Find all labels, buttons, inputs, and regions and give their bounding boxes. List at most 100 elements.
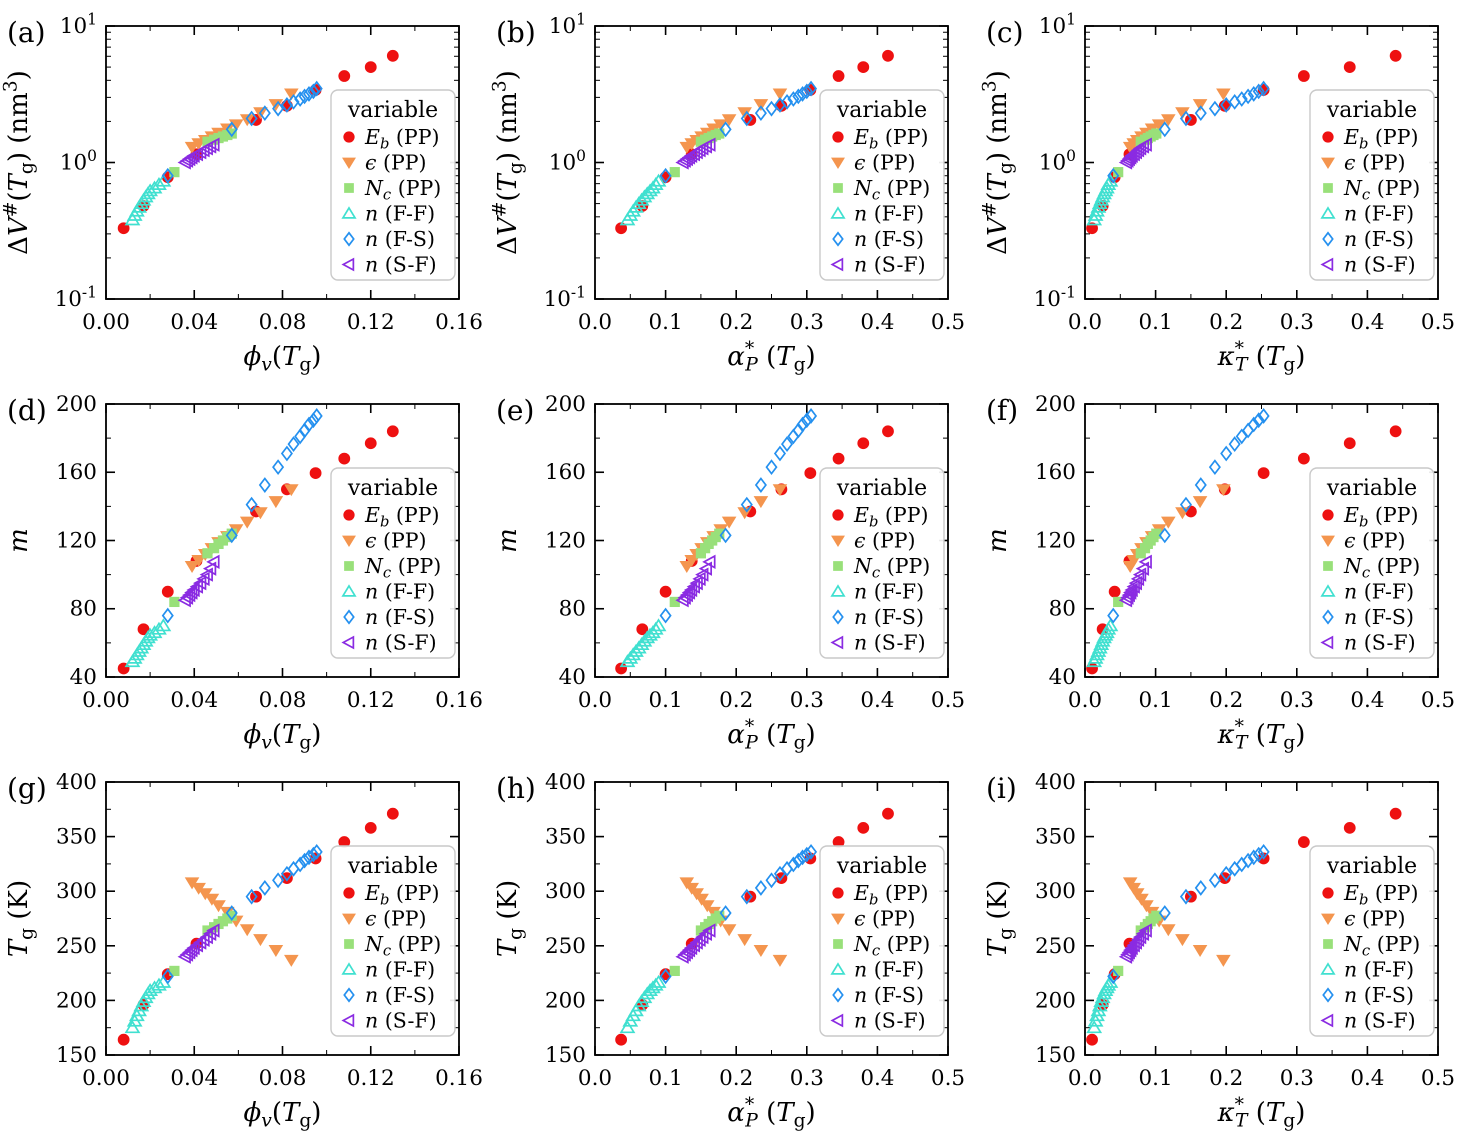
data-point [787, 856, 800, 873]
x-tick-label: 0.5 [1421, 1066, 1455, 1091]
data-point [1228, 436, 1241, 453]
data-point [636, 623, 649, 636]
series-eps-pp [1122, 877, 1231, 967]
y-tick-label: 120 [545, 529, 586, 554]
data-point [700, 900, 715, 913]
y-tick-label: 150 [1035, 1043, 1076, 1068]
legend-title: variable [347, 476, 438, 501]
series-n-f-s [161, 843, 323, 985]
x-axis-label: ϕv(Tg) [244, 342, 322, 376]
legend-entry-label: Eb (PP) [364, 881, 439, 909]
triangle-down-legend-icon [831, 913, 846, 926]
y-tick-label: 300 [56, 879, 97, 904]
square-legend-icon [344, 561, 354, 571]
data-point [1247, 86, 1260, 102]
circle-legend-icon [832, 509, 844, 521]
plot-area-f: 0.0 0.1 0.2 0.3 0.4 0.5 40 80 120 160 200 κ* T (Tg) m [983, 392, 1455, 754]
data-point [151, 977, 167, 991]
legend-title: variable [347, 98, 438, 123]
data-point [386, 49, 399, 62]
data-point [714, 528, 725, 539]
legend-entry-label: n (F-S) [365, 605, 435, 629]
data-point [722, 924, 737, 937]
y-tick-label: 150 [56, 1043, 97, 1068]
x-tick-label: 0.3 [790, 688, 824, 713]
y-tick-label: 400 [1035, 770, 1076, 795]
legend-title: variable [836, 854, 927, 879]
data-point [191, 555, 206, 567]
data-point [642, 183, 659, 197]
data-point [792, 88, 805, 105]
x-tick-label: 0.5 [931, 1066, 965, 1091]
data-point [1126, 938, 1140, 953]
data-point [117, 1033, 130, 1046]
y-tick-label: 100 [1038, 147, 1075, 176]
data-point [364, 437, 377, 450]
data-point [650, 974, 667, 988]
legend-entry-label: Eb (PP) [853, 881, 928, 909]
legend-entry-label: n (S-F) [365, 630, 437, 654]
y-tick-label: 350 [1035, 825, 1076, 850]
data-point [787, 91, 800, 107]
data-point [272, 872, 285, 889]
data-point [302, 86, 316, 102]
data-point [309, 467, 322, 480]
y-tick-label: 10-1 [1033, 283, 1075, 312]
y-tick-label: 200 [545, 392, 586, 417]
series-n-s-f [1118, 923, 1152, 964]
legend-entry-label: ϵ (PP) [365, 529, 427, 553]
data-point [753, 496, 769, 509]
data-point [245, 888, 258, 905]
legend-entry-label: n (F-F) [854, 579, 924, 603]
x-tick-label: 0.16 [435, 688, 483, 713]
circle-legend-icon [343, 509, 355, 521]
legend-title: variable [836, 476, 927, 501]
data-point [245, 496, 258, 513]
y-tick-label: 150 [545, 1043, 586, 1068]
data-point [687, 938, 701, 953]
series-n-f-f [124, 974, 172, 1034]
y-axis-label: m [4, 528, 34, 553]
data-point [650, 618, 667, 632]
y-tick-label: 400 [56, 770, 97, 795]
x-tick-label: 0.1 [1138, 310, 1172, 335]
y-tick-label: 40 [559, 665, 586, 690]
data-point [1215, 484, 1231, 497]
data-point [146, 180, 163, 194]
panel-label: (g) [7, 772, 47, 805]
square-legend-icon [344, 939, 354, 949]
data-point [161, 167, 174, 184]
series-nc-pp [169, 528, 237, 608]
x-tick-label: 0.08 [259, 688, 307, 713]
x-axis-label: κ* T (Tg) [1216, 1095, 1305, 1132]
triangle-down-legend-icon [342, 535, 356, 548]
legend-entry-label: Nc (PP) [364, 932, 441, 960]
data-point [774, 445, 787, 462]
legend-entry-label: n (F-F) [365, 579, 435, 603]
data-point [1124, 582, 1138, 598]
data-point [1247, 849, 1260, 866]
data-point [310, 408, 323, 424]
data-point [1241, 88, 1254, 105]
data-point [1138, 137, 1152, 152]
circle-legend-icon [1322, 509, 1334, 521]
series-n-f-f [124, 618, 172, 668]
data-point [177, 949, 191, 964]
legend-entry-label: Nc (PP) [364, 176, 441, 204]
y-tick-label: 120 [56, 529, 97, 554]
legend-entry-label: n (F-F) [365, 201, 435, 225]
data-point [1112, 596, 1123, 608]
data-point [1138, 554, 1152, 570]
data-point [1091, 998, 1108, 1012]
data-point [137, 623, 150, 636]
x-tick-label: 0.5 [931, 688, 965, 713]
x-tick-label: 0.2 [719, 688, 753, 713]
data-point [1219, 865, 1232, 882]
legend-entry-label: n (S-F) [854, 252, 926, 276]
data-point [1106, 968, 1119, 985]
panel-g-chart: 0.00 0.04 0.08 0.12 0.16 150 200 250 300 350 400 ϕv… [4, 770, 483, 1132]
data-point [796, 849, 809, 866]
